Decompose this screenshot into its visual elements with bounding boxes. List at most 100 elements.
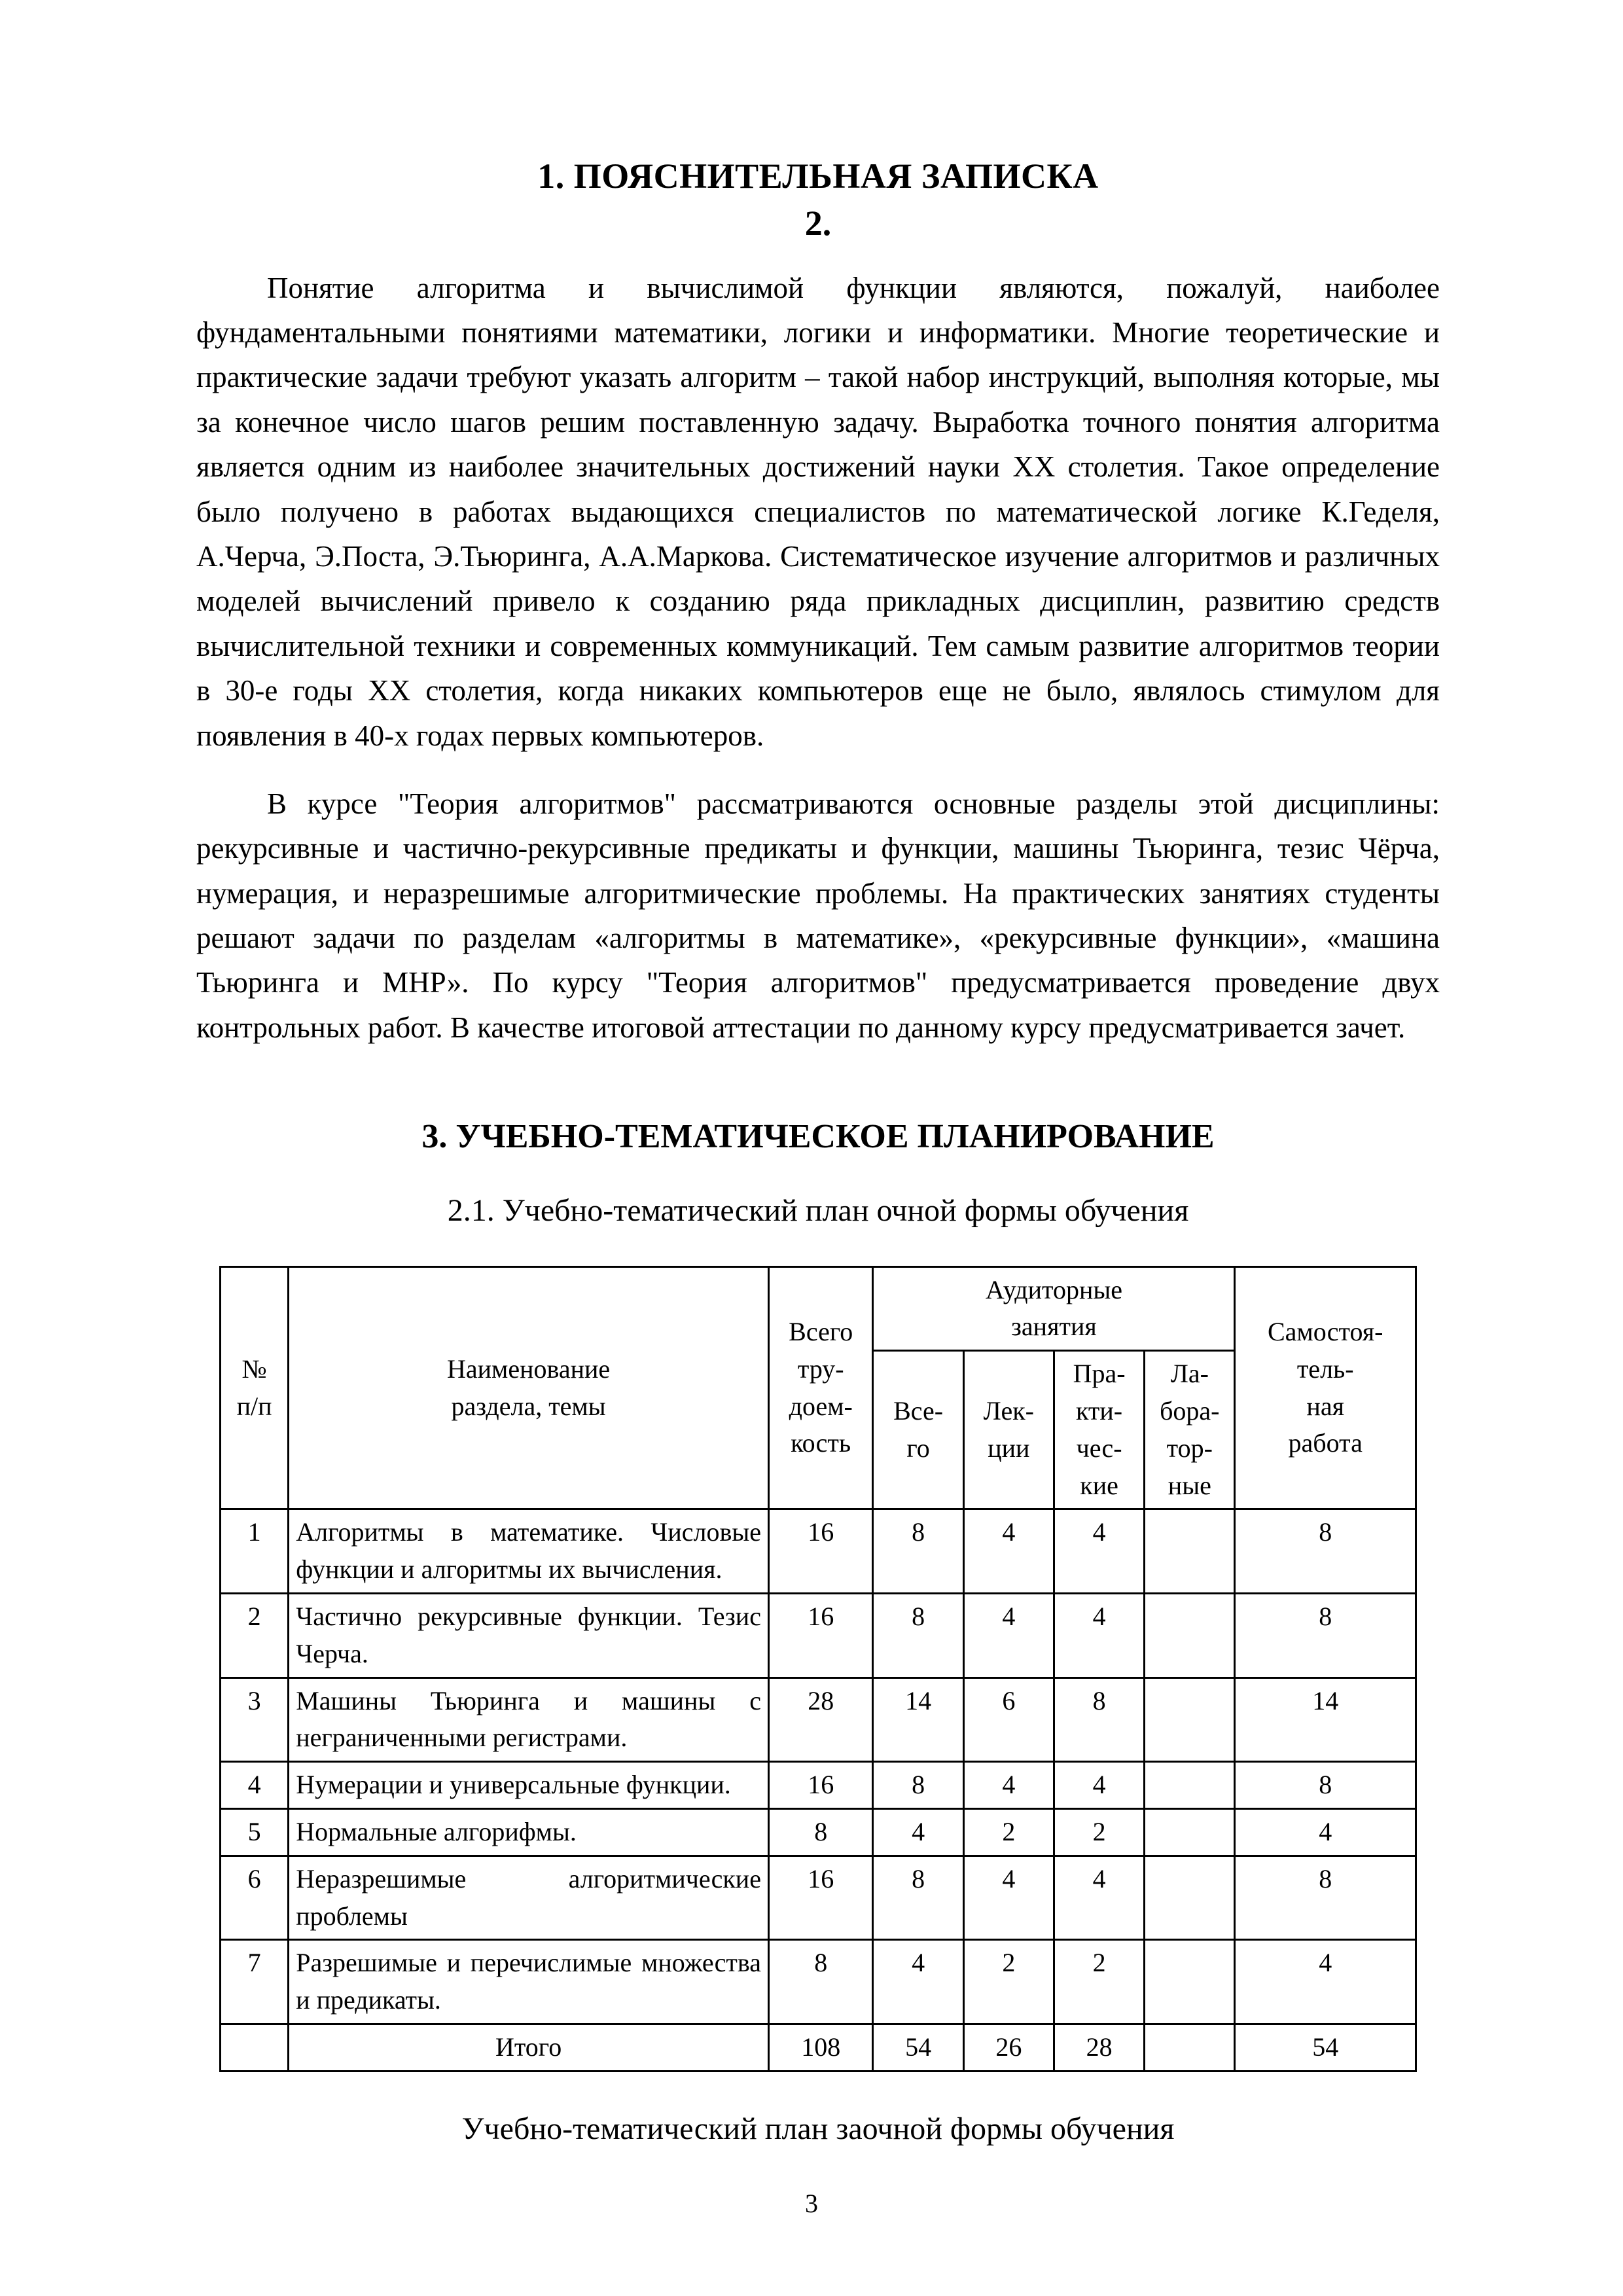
cell-aud-all: 54 bbox=[872, 2022, 965, 2072]
header-lab-line3: тор- bbox=[1166, 1433, 1213, 1463]
section-heading-poyasnitelnaya-zapiska: 1. ПОЯСНИТЕЛЬНАЯ ЗАПИСКА bbox=[537, 156, 1099, 196]
cell-total: 28 bbox=[767, 1676, 874, 1763]
paragraph-course-description: В курсе "Теория алгоритмов" рассматриваю… bbox=[196, 787, 1440, 1044]
cell-lectures: 4 bbox=[962, 1854, 1055, 1941]
cell-name: Нормальные алгорифмы. bbox=[287, 1807, 770, 1857]
cell-self: 8 bbox=[1234, 1508, 1417, 1594]
cell-totals-label: Итого bbox=[287, 2022, 770, 2072]
cell-number: 2 bbox=[219, 1592, 290, 1679]
header-lect-line2: ции bbox=[988, 1433, 1030, 1463]
cell-lectures: 6 bbox=[962, 1676, 1055, 1763]
table-header-row-1: № п/п Наименование раздела, темы Всего т… bbox=[219, 1265, 1417, 1511]
cell-practical: 4 bbox=[1052, 1508, 1146, 1594]
cell-number: 6 bbox=[219, 1854, 290, 1941]
header-self-line3: ная bbox=[1306, 1391, 1344, 1421]
header-self-line1: Самостоя- bbox=[1268, 1316, 1383, 1346]
cell-aud-all: 14 bbox=[872, 1676, 965, 1763]
cell-practical: 2 bbox=[1052, 1939, 1146, 2025]
cell-lab bbox=[1143, 1592, 1236, 1679]
header-prac-line4: кие bbox=[1080, 1470, 1118, 1500]
header-total-line2: тру- bbox=[797, 1354, 844, 1384]
cell-aud-all: 4 bbox=[872, 1939, 965, 2025]
table-row: 2 Частично рекурсивные функции. Тезис Че… bbox=[219, 1592, 1417, 1679]
cell-number bbox=[219, 2022, 290, 2072]
cell-total: 16 bbox=[767, 1508, 874, 1594]
cell-name: Неразрешимые алгоритмические проблемы bbox=[287, 1854, 770, 1941]
cell-total: 108 bbox=[767, 2022, 874, 2072]
cell-total: 8 bbox=[767, 1939, 874, 2025]
header-total-line4: кость bbox=[791, 1428, 851, 1458]
table-header-row-2: Все- го Лек- ции Пра- кти- чес- кие Ла bbox=[221, 1350, 1416, 1511]
header-cell-classroom-all: Все- го bbox=[872, 1350, 965, 1511]
table-row: 6 Неразрешимые алгоритмические проблемы … bbox=[219, 1854, 1417, 1941]
cell-practical: 4 bbox=[1052, 1854, 1146, 1941]
cell-lectures: 2 bbox=[962, 1807, 1055, 1857]
cell-name: Частично рекурсивные функции. Тезис Черч… bbox=[287, 1592, 770, 1679]
cell-self: 4 bbox=[1234, 1807, 1417, 1857]
header-name-line2: раздела, темы bbox=[451, 1391, 606, 1421]
section-heading-uchebno-tematicheskoe-planirovanie: 3. УЧЕБНО-ТЕМАТИЧЕСКОЕ ПЛАНИРОВАНИЕ bbox=[421, 1118, 1215, 1156]
header-cell-laboratory: Ла- бора- тор- ные bbox=[1143, 1350, 1236, 1511]
header-audall-line2: го bbox=[906, 1433, 930, 1463]
cell-self: 54 bbox=[1234, 2022, 1417, 2072]
header-prac-line1: Пра- bbox=[1073, 1359, 1126, 1389]
header-audall-line1: Все- bbox=[893, 1396, 944, 1426]
cell-lectures: 4 bbox=[962, 1761, 1055, 1810]
header-self-line2: тель- bbox=[1296, 1354, 1354, 1384]
cell-lab bbox=[1143, 1939, 1236, 2025]
cell-self: 4 bbox=[1234, 1939, 1417, 2025]
header-total-line1: Всего bbox=[789, 1316, 853, 1346]
cell-total: 16 bbox=[767, 1761, 874, 1810]
curriculum-plan-table: № п/п Наименование раздела, темы Всего т… bbox=[219, 1265, 1417, 2072]
header-cell-number: № п/п bbox=[219, 1265, 290, 1511]
header-cell-practical: Пра- кти- чес- кие bbox=[1052, 1350, 1146, 1511]
cell-lab bbox=[1143, 1761, 1236, 1810]
cell-lab bbox=[1143, 1508, 1236, 1594]
cell-lab bbox=[1143, 2022, 1236, 2072]
header-cell-classroom-group: Аудиторные занятия bbox=[872, 1265, 1236, 1352]
header-lab-line4: ные bbox=[1168, 1470, 1211, 1500]
header-total-line3: доем- bbox=[789, 1391, 853, 1421]
cell-total: 16 bbox=[767, 1592, 874, 1679]
cell-name: Машины Тьюринга и машины с неграниченным… bbox=[287, 1676, 770, 1763]
cell-self: 8 bbox=[1234, 1761, 1417, 1810]
cell-practical: 2 bbox=[1052, 1807, 1146, 1857]
cell-lectures: 26 bbox=[962, 2022, 1055, 2072]
cell-number: 3 bbox=[219, 1676, 290, 1763]
header-cell-total-labor: Всего тру- доем- кость bbox=[767, 1265, 874, 1511]
page-content: 1. ПОЯСНИТЕЛЬНАЯ ЗАПИСКА 2. Понятие алго… bbox=[196, 154, 1440, 2149]
cell-number: 5 bbox=[219, 1807, 290, 1857]
cell-total: 8 bbox=[767, 1807, 874, 1857]
cell-name: Нумерации и универсальные функции. bbox=[287, 1761, 770, 1810]
header-lab-line2: бора- bbox=[1160, 1396, 1220, 1426]
cell-lectures: 4 bbox=[962, 1592, 1055, 1679]
table-totals-row: Итого 108 54 26 28 54 bbox=[219, 2022, 1417, 2072]
cell-practical: 4 bbox=[1052, 1761, 1146, 1810]
header-cell-self-study: Самостоя- тель- ная работа bbox=[1234, 1265, 1417, 1511]
cell-self: 8 bbox=[1234, 1854, 1417, 1941]
header-number-line2: п/п bbox=[236, 1391, 272, 1421]
header-prac-line2: кти- bbox=[1076, 1396, 1123, 1426]
cell-lectures: 4 bbox=[962, 1508, 1055, 1594]
table-body: 1 Алгоритмы в математике. Числовые функц… bbox=[219, 1508, 1417, 2072]
table-header: № п/п Наименование раздела, темы Всего т… bbox=[219, 1265, 1417, 1511]
header-cell-lectures: Лек- ции bbox=[962, 1350, 1055, 1511]
cell-name: Алгоритмы в математике. Числовые функции… bbox=[287, 1508, 770, 1594]
header-lab-line1: Ла- bbox=[1170, 1359, 1209, 1389]
paragraph-algorithm-concept: Понятие алгоритма и вычислимой функции я… bbox=[196, 271, 1440, 752]
cell-number: 1 bbox=[219, 1508, 290, 1594]
cell-practical: 28 bbox=[1052, 2022, 1146, 2072]
cell-number: 7 bbox=[219, 1939, 290, 2025]
plan-subheading-ochnaya-forma: 2.1. Учебно-тематический план очной форм… bbox=[447, 1193, 1189, 1229]
cell-total: 16 bbox=[767, 1854, 874, 1941]
table-row: 1 Алгоритмы в математике. Числовые функц… bbox=[219, 1508, 1417, 1594]
cell-aud-all: 8 bbox=[872, 1592, 965, 1679]
cell-aud-all: 8 bbox=[872, 1508, 965, 1594]
cell-lab bbox=[1143, 1676, 1236, 1763]
cell-lab bbox=[1143, 1807, 1236, 1857]
header-prac-line3: чес- bbox=[1076, 1433, 1122, 1463]
table-row: 4 Нумерации и универсальные функции. 16 … bbox=[219, 1761, 1417, 1810]
header-group-line1: Аудиторные bbox=[985, 1274, 1123, 1304]
cell-name: Разрешимые и перечислимые множества и пр… bbox=[287, 1939, 770, 2025]
